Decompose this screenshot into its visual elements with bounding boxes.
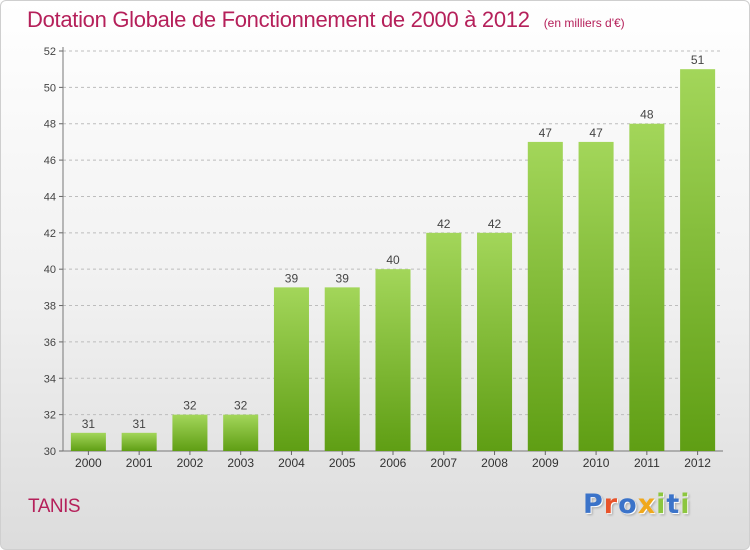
bar (629, 123, 665, 452)
x-tick-label: 2002 (177, 456, 204, 470)
x-tick-label: 2008 (481, 456, 508, 470)
y-tick-label: 40 (44, 264, 56, 276)
x-tick-label: 2000 (75, 456, 102, 470)
bar (375, 269, 411, 451)
bar (70, 432, 106, 451)
data-label: 47 (589, 126, 603, 140)
bar (680, 69, 716, 451)
chart-subtitle: (en milliers d'€) (543, 16, 625, 30)
bar (324, 287, 360, 451)
bar (426, 232, 462, 451)
y-tick-label: 38 (44, 301, 56, 313)
x-tick-label: 2005 (329, 456, 356, 470)
logo-letter: P (583, 489, 604, 520)
bar (578, 141, 614, 451)
y-tick-label: 50 (44, 82, 56, 94)
y-tick-label: 30 (44, 446, 56, 458)
x-tick-label: 2003 (227, 456, 254, 470)
x-tick-label: 2010 (583, 456, 610, 470)
x-tick-label: 2004 (278, 456, 305, 470)
y-tick-label: 44 (44, 191, 56, 203)
logo-letter: i (656, 489, 667, 520)
y-tick-label: 42 (44, 228, 56, 240)
data-label: 32 (183, 399, 197, 413)
commune-label: TANIS (28, 496, 81, 517)
data-label: 31 (82, 417, 96, 431)
data-label: 48 (640, 108, 654, 122)
data-label: 40 (386, 253, 400, 267)
data-label: 39 (336, 271, 350, 285)
x-tick-label: 2009 (532, 456, 559, 470)
bar (172, 414, 208, 451)
logo-letter: o (618, 489, 638, 520)
x-tick-label: 2001 (126, 456, 153, 470)
y-tick-label: 32 (44, 410, 56, 422)
proxiti-logo: Proxiti (583, 489, 691, 520)
bar (477, 232, 513, 451)
y-tick-label: 36 (44, 337, 56, 349)
bar (273, 287, 309, 451)
data-label: 32 (234, 399, 248, 413)
x-tick-label: 2007 (430, 456, 457, 470)
chart-title: Dotation Globale de Fonctionnement de 20… (27, 7, 625, 33)
chart-title-text: Dotation Globale de Fonctionnement de 20… (27, 7, 530, 32)
logo-letter: t (666, 489, 681, 520)
y-tick-label: 52 (44, 46, 56, 58)
bar (121, 432, 157, 451)
x-tick-label: 2012 (684, 456, 711, 470)
bar (527, 141, 563, 451)
y-tick-label: 48 (44, 119, 56, 131)
data-label: 42 (437, 217, 451, 231)
y-tick-label: 46 (44, 155, 56, 167)
data-label: 47 (539, 126, 553, 140)
logo-letter: i (680, 489, 691, 520)
data-label: 31 (132, 417, 146, 431)
x-tick-label: 2011 (634, 456, 660, 470)
logo-letter: r (603, 489, 619, 520)
data-label: 39 (285, 271, 299, 285)
data-label: 42 (488, 217, 502, 231)
data-label: 51 (691, 53, 705, 67)
bar (223, 414, 259, 451)
logo-letter: x (637, 489, 657, 520)
y-tick-label: 34 (44, 373, 56, 385)
x-tick-label: 2006 (380, 456, 407, 470)
